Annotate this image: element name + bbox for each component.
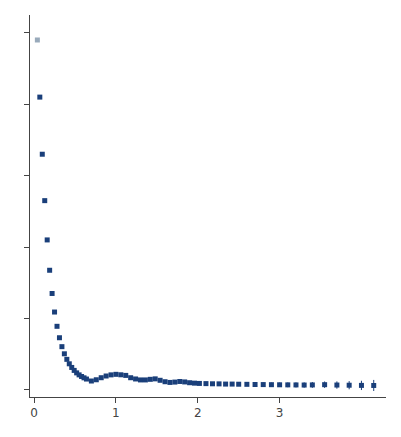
svg-text:3: 3 [276,406,284,420]
svg-text:2: 2 [194,406,202,420]
svg-text:1: 1 [112,406,120,420]
svg-text:0: 0 [30,406,38,420]
